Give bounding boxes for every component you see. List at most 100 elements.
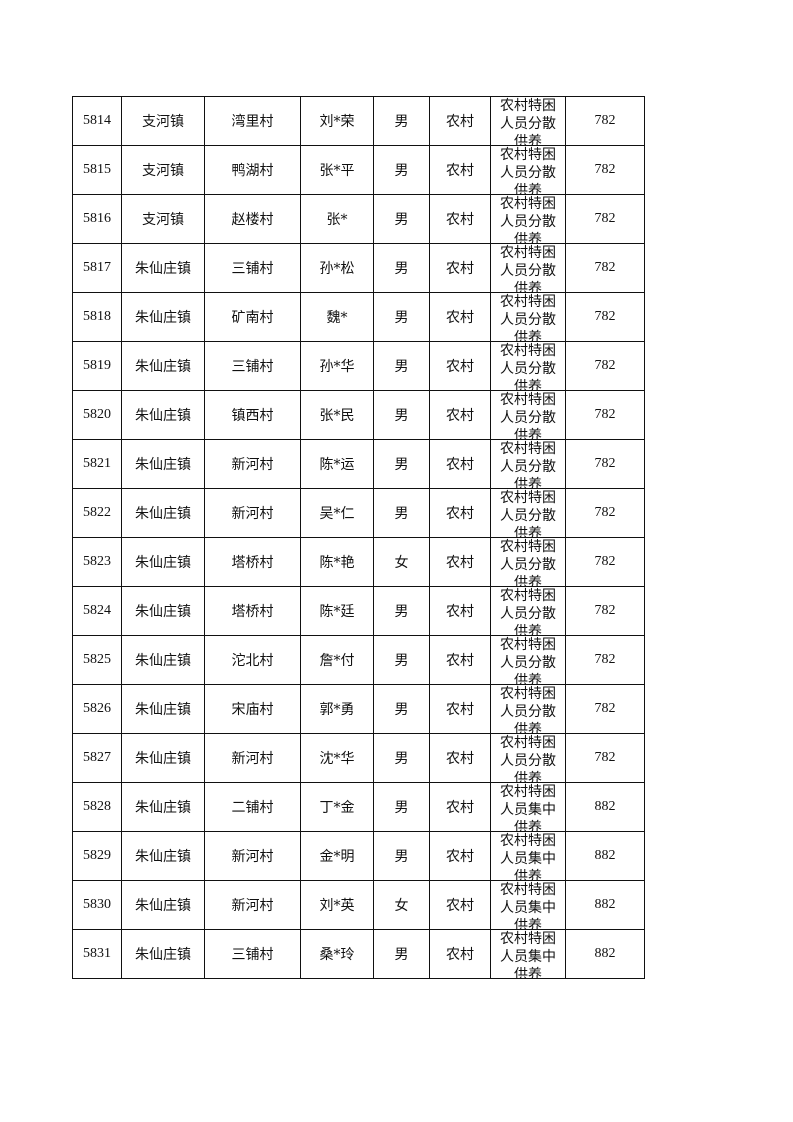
- name-cell: 张*: [300, 194, 374, 244]
- serial-number-cell: 5828: [72, 782, 122, 832]
- village-cell: 三铺村: [204, 929, 301, 979]
- town-cell: 朱仙庄镇: [121, 831, 205, 881]
- support-category-text: 农村特困人员集中供养: [500, 784, 556, 831]
- name-cell: 詹*付: [300, 635, 374, 685]
- village-cell: 三铺村: [204, 341, 301, 391]
- table-row: 5820 朱仙庄镇 镇西村 张*民男农村 农村特困人员分散供养 782: [72, 390, 645, 440]
- amount-cell: 882: [565, 880, 645, 930]
- town-cell: 朱仙庄镇: [121, 586, 205, 636]
- household-type-cell: 农村: [429, 929, 491, 979]
- village-cell: 二铺村: [204, 782, 301, 832]
- gender-cell: 男: [373, 292, 430, 342]
- amount-cell: 782: [565, 390, 645, 440]
- household-type-cell: 农村: [429, 341, 491, 391]
- support-category-cell: 农村特困人员分散供养: [490, 96, 566, 146]
- village-cell: 塔桥村: [204, 586, 301, 636]
- table-row: 5824 朱仙庄镇 塔桥村 陈*廷男农村 农村特困人员分散供养 782: [72, 586, 645, 636]
- gender-cell: 女: [373, 880, 430, 930]
- serial-number-cell: 5829: [72, 831, 122, 881]
- support-category-cell: 农村特困人员分散供养: [490, 145, 566, 195]
- table-row: 5822 朱仙庄镇 新河村 吴*仁男农村 农村特困人员分散供养 782: [72, 488, 645, 538]
- household-type-cell: 农村: [429, 439, 491, 489]
- support-category-text: 农村特困人员集中供养: [500, 882, 556, 929]
- household-type-cell: 农村: [429, 243, 491, 293]
- town-cell: 朱仙庄镇: [121, 733, 205, 783]
- household-type-cell: 农村: [429, 684, 491, 734]
- gender-cell: 男: [373, 390, 430, 440]
- support-category-text: 农村特困人员分散供养: [500, 686, 556, 733]
- town-cell: 支河镇: [121, 145, 205, 195]
- town-cell: 朱仙庄镇: [121, 341, 205, 391]
- gender-cell: 男: [373, 488, 430, 538]
- village-cell: 新河村: [204, 831, 301, 881]
- household-type-cell: 农村: [429, 488, 491, 538]
- gender-cell: 男: [373, 929, 430, 979]
- serial-number-cell: 5821: [72, 439, 122, 489]
- support-category-cell: 农村特困人员分散供养: [490, 733, 566, 783]
- support-category-text: 农村特困人员分散供养: [500, 245, 556, 292]
- amount-cell: 782: [565, 635, 645, 685]
- village-cell: 三铺村: [204, 243, 301, 293]
- table-row: 5817 朱仙庄镇 三铺村 孙*松男农村 农村特困人员分散供养 782: [72, 243, 645, 293]
- support-category-cell: 农村特困人员集中供养: [490, 782, 566, 832]
- amount-cell: 782: [565, 145, 645, 195]
- name-cell: 吴*仁: [300, 488, 374, 538]
- support-category-cell: 农村特困人员分散供养: [490, 194, 566, 244]
- village-cell: 宋庙村: [204, 684, 301, 734]
- name-cell: 丁*金: [300, 782, 374, 832]
- name-cell: 魏*: [300, 292, 374, 342]
- town-cell: 朱仙庄镇: [121, 537, 205, 587]
- town-cell: 朱仙庄镇: [121, 439, 205, 489]
- serial-number-cell: 5816: [72, 194, 122, 244]
- serial-number-cell: 5819: [72, 341, 122, 391]
- household-type-cell: 农村: [429, 831, 491, 881]
- amount-cell: 882: [565, 929, 645, 979]
- village-cell: 镇西村: [204, 390, 301, 440]
- table-row: 5831 朱仙庄镇 三铺村 桑*玲男农村 农村特困人员集中供养 882: [72, 929, 645, 979]
- household-type-cell: 农村: [429, 390, 491, 440]
- support-category-text: 农村特困人员分散供养: [500, 588, 556, 635]
- name-cell: 刘*荣: [300, 96, 374, 146]
- support-category-cell: 农村特困人员分散供养: [490, 341, 566, 391]
- gender-cell: 男: [373, 96, 430, 146]
- serial-number-cell: 5822: [72, 488, 122, 538]
- town-cell: 支河镇: [121, 194, 205, 244]
- name-cell: 张*平: [300, 145, 374, 195]
- table-row: 5818 朱仙庄镇 矿南村 魏* 男农村 农村特困人员分散供养 782: [72, 292, 645, 342]
- household-type-cell: 农村: [429, 96, 491, 146]
- gender-cell: 男: [373, 635, 430, 685]
- name-cell: 孙*华: [300, 341, 374, 391]
- serial-number-cell: 5823: [72, 537, 122, 587]
- gender-cell: 男: [373, 684, 430, 734]
- support-category-cell: 农村特困人员分散供养: [490, 292, 566, 342]
- town-cell: 朱仙庄镇: [121, 635, 205, 685]
- support-category-cell: 农村特困人员分散供养: [490, 586, 566, 636]
- table-row: 5814 支河镇 湾里村 刘*荣男农村 农村特困人员分散供养 782: [72, 96, 645, 146]
- support-category-cell: 农村特困人员集中供养: [490, 929, 566, 979]
- name-cell: 郭*勇: [300, 684, 374, 734]
- household-type-cell: 农村: [429, 194, 491, 244]
- serial-number-cell: 5820: [72, 390, 122, 440]
- household-type-cell: 农村: [429, 880, 491, 930]
- table-row: 5816 支河镇 赵楼村 张* 男农村 农村特困人员分散供养 782: [72, 194, 645, 244]
- amount-cell: 882: [565, 831, 645, 881]
- serial-number-cell: 5824: [72, 586, 122, 636]
- support-category-text: 农村特困人员分散供养: [500, 539, 556, 586]
- serial-number-cell: 5825: [72, 635, 122, 685]
- amount-cell: 782: [565, 537, 645, 587]
- support-category-text: 农村特困人员分散供养: [500, 735, 556, 782]
- village-cell: 塔桥村: [204, 537, 301, 587]
- amount-cell: 782: [565, 439, 645, 489]
- town-cell: 朱仙庄镇: [121, 243, 205, 293]
- support-category-cell: 农村特困人员分散供养: [490, 243, 566, 293]
- support-category-text: 农村特困人员分散供养: [500, 294, 556, 341]
- table-row: 5825 朱仙庄镇 沱北村 詹*付男农村 农村特困人员分散供养 782: [72, 635, 645, 685]
- table-row: 5815 支河镇 鸭湖村 张*平男农村 农村特困人员分散供养 782: [72, 145, 645, 195]
- table-row: 5819 朱仙庄镇 三铺村 孙*华男农村 农村特困人员分散供养 782: [72, 341, 645, 391]
- support-category-cell: 农村特困人员分散供养: [490, 390, 566, 440]
- town-cell: 朱仙庄镇: [121, 488, 205, 538]
- town-cell: 朱仙庄镇: [121, 929, 205, 979]
- gender-cell: 男: [373, 243, 430, 293]
- amount-cell: 882: [565, 782, 645, 832]
- name-cell: 陈*廷: [300, 586, 374, 636]
